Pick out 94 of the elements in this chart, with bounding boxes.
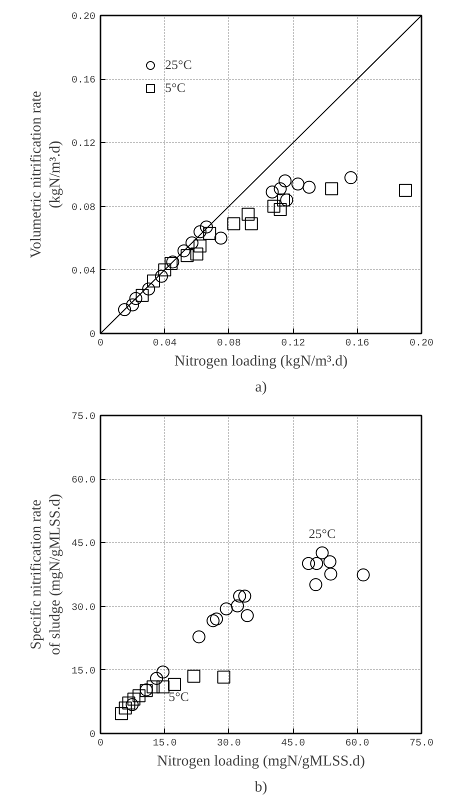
point bbox=[142, 282, 156, 296]
point bbox=[194, 240, 207, 253]
point bbox=[325, 182, 338, 196]
x-tick-label: 0 bbox=[98, 738, 104, 750]
point bbox=[150, 672, 164, 685]
point bbox=[146, 680, 160, 694]
point bbox=[240, 609, 254, 622]
point bbox=[114, 707, 128, 720]
point bbox=[266, 186, 279, 198]
point bbox=[274, 202, 287, 216]
x-axis-title: Nitrogen loading (kgN/m³.d) bbox=[174, 354, 348, 370]
y-tick-label: 30.0 bbox=[71, 602, 96, 614]
y-tick-label: 0 bbox=[90, 730, 96, 741]
y-axis-title: Specific nitrification rate of sludge (mgN/gMLSS.d) bbox=[28, 494, 64, 656]
point bbox=[185, 236, 198, 250]
legend-label: 5°C bbox=[165, 80, 186, 96]
x-tick-label: 0.08 bbox=[216, 338, 241, 350]
point bbox=[238, 590, 252, 603]
point bbox=[316, 546, 329, 560]
text: b) bbox=[254, 780, 268, 796]
x-tick-label: 0.20 bbox=[410, 338, 434, 350]
point bbox=[177, 244, 190, 258]
point bbox=[310, 556, 324, 570]
x-tick-label: 0 bbox=[98, 338, 104, 350]
point bbox=[206, 614, 220, 628]
point bbox=[180, 249, 194, 262]
point bbox=[192, 630, 206, 644]
point bbox=[267, 200, 280, 213]
series-label: 5°C bbox=[168, 689, 189, 704]
point bbox=[118, 303, 132, 316]
y-tick-label: 60.0 bbox=[71, 476, 96, 487]
point bbox=[127, 692, 140, 706]
point bbox=[242, 208, 255, 221]
x-tick-label: 15.0 bbox=[152, 738, 177, 750]
point bbox=[158, 263, 172, 276]
point bbox=[274, 182, 287, 196]
y-axis-title: Volumetric nitrification rate (kgN/m³.d) bbox=[28, 90, 64, 258]
point bbox=[156, 666, 170, 679]
point bbox=[227, 217, 240, 230]
point bbox=[302, 180, 316, 194]
series-label: 25°C bbox=[308, 526, 336, 541]
y-tick-label: 0.12 bbox=[71, 139, 96, 150]
point bbox=[126, 298, 140, 312]
point bbox=[356, 568, 370, 582]
y-tick-label: 0.08 bbox=[71, 202, 96, 214]
y-tick-label: 15.0 bbox=[71, 666, 96, 678]
point bbox=[122, 696, 136, 710]
point bbox=[203, 226, 216, 240]
y-tick-label: 75.0 bbox=[71, 412, 96, 423]
point bbox=[200, 220, 213, 234]
point bbox=[309, 578, 322, 592]
x-axis-title: Nitrogen loading (mgN/gMLSS.d) bbox=[157, 754, 365, 770]
legend-label: 25°C bbox=[165, 57, 192, 73]
point bbox=[194, 225, 207, 238]
point bbox=[302, 556, 316, 570]
point bbox=[132, 689, 146, 702]
point bbox=[324, 568, 338, 581]
point bbox=[146, 274, 160, 288]
point bbox=[126, 698, 139, 712]
point bbox=[187, 670, 200, 683]
point bbox=[154, 270, 168, 283]
point bbox=[278, 174, 292, 188]
y-tick-label: 0.04 bbox=[71, 266, 96, 278]
x-tick-label: 0.16 bbox=[345, 338, 370, 350]
y-tick-label: 0.20 bbox=[71, 12, 96, 23]
point bbox=[214, 232, 228, 245]
point bbox=[291, 178, 304, 191]
point bbox=[118, 702, 132, 715]
point bbox=[217, 670, 230, 684]
x-tick-label: 30.0 bbox=[216, 738, 241, 750]
y-tick-label: 0 bbox=[90, 330, 96, 341]
x-tick-label: 45.0 bbox=[281, 738, 306, 750]
x-tick-label: 0.12 bbox=[281, 338, 306, 350]
point bbox=[168, 678, 182, 691]
x-tick-label: 60.0 bbox=[345, 738, 370, 750]
x-tick-label: 0.04 bbox=[152, 338, 177, 350]
point bbox=[156, 680, 170, 694]
point bbox=[280, 193, 294, 206]
point bbox=[190, 248, 204, 260]
x-tick-label: 75.0 bbox=[410, 738, 434, 750]
point bbox=[210, 612, 223, 626]
point bbox=[276, 193, 290, 206]
y-tick-label: 45.0 bbox=[71, 539, 96, 550]
text: a) bbox=[255, 380, 267, 396]
point bbox=[344, 171, 358, 184]
y-tick-label: 0.16 bbox=[71, 76, 96, 87]
point bbox=[323, 555, 336, 568]
point bbox=[398, 184, 412, 197]
point bbox=[230, 599, 244, 612]
point bbox=[233, 590, 246, 603]
point bbox=[129, 292, 142, 306]
point bbox=[136, 288, 149, 302]
point bbox=[244, 217, 258, 230]
point bbox=[220, 602, 233, 616]
